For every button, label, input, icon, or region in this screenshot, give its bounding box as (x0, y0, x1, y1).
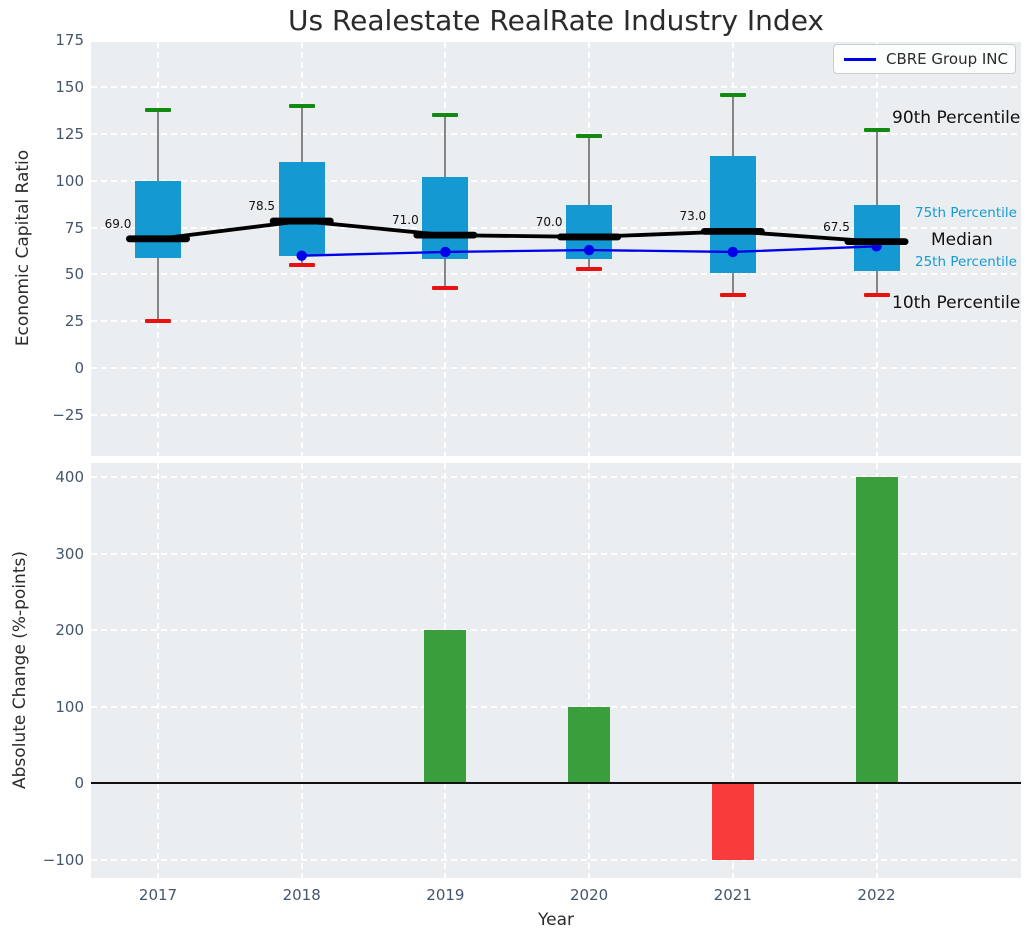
box-2022 (853, 205, 900, 271)
top-y-tick-label: 25 (64, 312, 84, 331)
top-y-tick-label: 100 (55, 171, 84, 190)
bottom-y-tick-label: 300 (55, 544, 84, 563)
top-y-tick-label: 125 (55, 125, 84, 143)
bottom-y-tick-label: 0 (74, 774, 84, 792)
cap-90th-2018 (288, 103, 315, 108)
x-tick-label-2022: 2022 (857, 886, 896, 904)
label-90th-percentile: 90th Percentile (892, 108, 1021, 128)
x-axis-label: Year (538, 910, 574, 930)
median-segment (844, 238, 909, 246)
top-y-tick-label: 0 (74, 359, 84, 377)
median-value-annotation: 71.0 (392, 213, 419, 228)
median-line-layer (126, 217, 909, 246)
box-2019 (422, 177, 469, 260)
cbre-marker (296, 250, 307, 261)
legend: CBRE Group INC (833, 44, 1016, 74)
top-y-tick-label: 50 (64, 265, 84, 284)
whisker-2020 (588, 135, 591, 269)
box-2018 (278, 162, 325, 256)
x-tick-label-2017: 2017 (138, 886, 178, 904)
gridline-vertical (157, 463, 159, 878)
bar-2022 (855, 477, 898, 783)
bar-2019 (424, 630, 467, 783)
cbre-line-layer (296, 241, 882, 261)
gridline-horizontal (91, 320, 1021, 323)
gridline-horizontal (91, 476, 1021, 478)
label-median: Median (931, 230, 993, 250)
gridline-horizontal (91, 705, 1021, 708)
top-y-tick-label: 175 (55, 31, 84, 50)
median-segment (700, 227, 765, 235)
bar-2021 (711, 783, 754, 860)
label-75th-percentile: 75th Percentile (915, 205, 1017, 221)
median-value-annotation: 73.0 (679, 209, 707, 224)
top-y-tick-label: 150 (55, 78, 84, 97)
median-segment (557, 233, 622, 241)
bar-2020 (568, 706, 611, 783)
legend-line-swatch-icon (844, 57, 876, 61)
gridline-horizontal (91, 367, 1021, 369)
x-tick-label-2019: 2019 (426, 886, 465, 904)
median-value-annotation: 67.5 (823, 219, 850, 234)
median-value-annotation: 78.5 (248, 199, 276, 214)
cap-10th-2021 (719, 292, 746, 297)
zero-line (91, 782, 1021, 784)
x-tick-label-2020: 2020 (570, 886, 609, 904)
top-y-axis-label: Economic Capital Ratio (13, 149, 33, 347)
gridline-horizontal (91, 858, 1021, 861)
gridline-vertical (731, 463, 734, 878)
bottom-y-tick-label: −100 (42, 850, 84, 869)
label-25th-percentile: 25th Percentile (915, 254, 1017, 270)
gridline-horizontal (91, 552, 1021, 555)
chart-title: Us Realestate RealRate Industry Index (287, 4, 825, 37)
cbre-marker (440, 246, 451, 258)
gridline-horizontal (91, 226, 1021, 229)
top-axes: 69.0 78.5 71.0 70.0 73.0 67.5 (91, 42, 1021, 456)
median-segment (269, 217, 334, 225)
median-trend-line (157, 219, 877, 244)
gridline-vertical (588, 463, 591, 878)
cap-90th-2020 (576, 133, 603, 138)
gridline-horizontal (91, 629, 1021, 631)
gridline-vertical (300, 463, 303, 878)
gridline-horizontal (91, 133, 1021, 135)
cap-90th-2019 (432, 113, 459, 118)
top-y-tick-label: −25 (52, 405, 84, 424)
gridline-horizontal (91, 86, 1021, 89)
cbre-marker (583, 244, 595, 256)
legend-series-label: CBRE Group INC (886, 50, 1008, 68)
bottom-y-tick-label: 200 (55, 621, 84, 639)
median-segment (413, 231, 478, 239)
x-tick-label-2018: 2018 (282, 886, 321, 904)
x-tick-label-2021: 2021 (713, 886, 752, 904)
median-segment (126, 235, 190, 243)
top-y-tick-label: 75 (64, 218, 84, 237)
cap-10th-2017 (145, 319, 171, 324)
cbre-marker (727, 246, 738, 258)
bottom-axes (91, 463, 1021, 878)
cap-10th-2020 (576, 266, 603, 271)
bottom-y-axis-label: Absolute Change (%-points) (10, 551, 30, 789)
cap-10th-2022 (863, 292, 890, 297)
median-value-annotation: 70.0 (535, 214, 563, 229)
bottom-y-tick-label: 100 (55, 697, 84, 716)
cap-90th-2022 (863, 128, 890, 133)
cap-90th-2017 (145, 107, 171, 112)
cap-10th-2018 (288, 263, 315, 268)
label-10th-percentile: 10th Percentile (892, 293, 1021, 313)
gridline-horizontal (91, 179, 1021, 182)
gridline-horizontal (91, 413, 1021, 416)
median-value-annotation: 69.0 (104, 216, 132, 231)
bottom-y-tick-label: 400 (55, 468, 84, 486)
box-2017 (135, 180, 181, 258)
cap-10th-2019 (432, 285, 459, 290)
gridline-horizontal (91, 273, 1021, 276)
cap-90th-2021 (719, 92, 746, 97)
